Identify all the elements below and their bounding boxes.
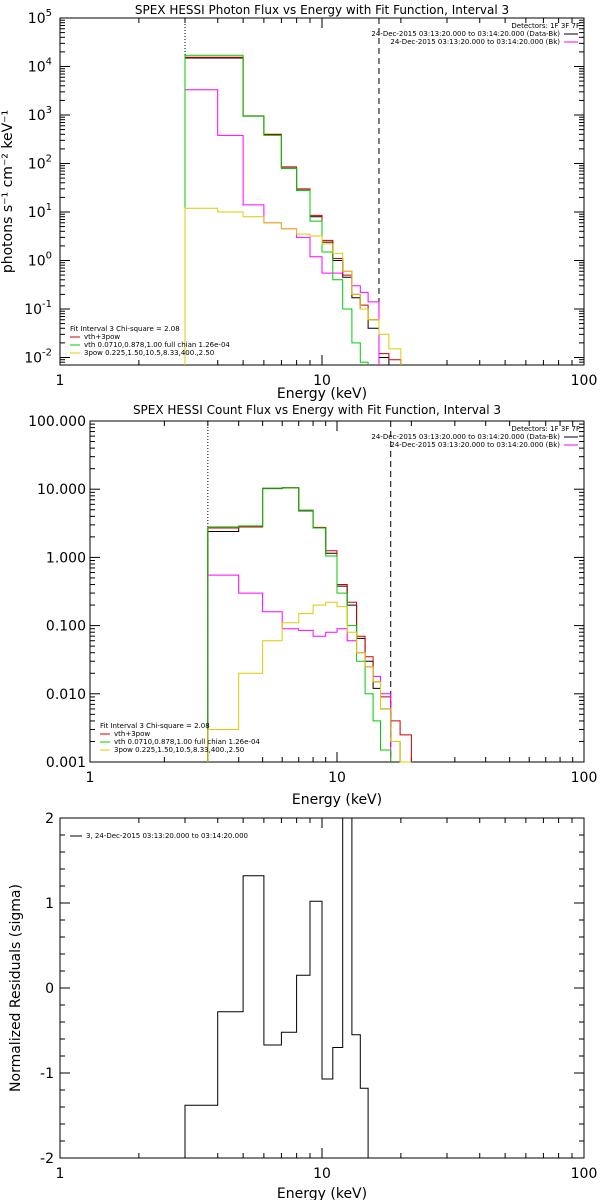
panel3-series-3 [184, 817, 369, 1158]
panel2-x-tick-label: 100 [571, 770, 598, 786]
panel2-chart-title: SPEX HESSI Count Flux vs Energy with Fit… [133, 403, 501, 417]
panel1-legend-entry: 24-Dec-2015 03:13:20.000 to 03:14:20.000… [390, 38, 560, 46]
panel3-y-axis-label: Normalized Residuals (sigma) [8, 884, 24, 1092]
panel1-legend-heading: Detectors: 1F 3F 7F [511, 22, 580, 30]
panel2-legend-entry: 24-Dec-2015 03:13:20.000 to 03:14:20.000… [371, 433, 560, 441]
panel1-fit-legend-entry: vth 0.0710,0.878,1.00 full chian 1.26e-0… [84, 341, 230, 349]
panel1-series-data-bk [184, 57, 390, 365]
panel1-series-vth [184, 54, 369, 365]
panel2-fit-legend-entry: vth 0.0710,0.878,1.00 full chian 1.26e-0… [114, 738, 260, 746]
panel3-y-tick-label: -2 [40, 1151, 54, 1167]
panel1-y-tick-label: 102 [28, 153, 52, 172]
panel1-y-tick-label: 105 [28, 8, 52, 27]
panel2-fit-legend-entry: vth+3pow [114, 730, 150, 738]
panel3-y-tick-label: 1 [45, 896, 54, 912]
panel3-y-tick-label: 0 [45, 981, 54, 997]
panel1-series-bk [184, 89, 380, 365]
panel2-y-tick-label: 0.010 [46, 687, 86, 703]
panel1-fit-legend-heading: Fit Interval 3 Chi-square = 2.08 [70, 325, 180, 333]
panel3-x-tick-label: 1 [56, 1166, 65, 1182]
panel1-x-tick-label: 10 [313, 373, 331, 389]
panel3-y-tick-label: -1 [40, 1066, 54, 1082]
panel2-x-tick-label: 10 [328, 770, 346, 786]
panel1-plot-frame [59, 17, 585, 366]
panel1-fit-legend-entry: 3pow 0.225,1.50,10.5,8.33,400.,2.50 [84, 349, 214, 357]
panel3-x-tick-label: 100 [571, 1166, 598, 1182]
panel1-chart-title: SPEX HESSI Photon Flux vs Energy with Fi… [135, 3, 509, 17]
panel2-series-vth [207, 487, 392, 762]
panel1-x-axis-label: Energy (keV) [277, 386, 367, 402]
panel2-legend-heading: Detectors: 1F 3F 7F [511, 425, 580, 433]
panel2-y-tick-label: 10.000 [37, 482, 86, 498]
panel1-series-3pow [184, 207, 402, 365]
panel2-series-bk [207, 574, 392, 762]
panel2-fit-legend-entry: 3pow 0.225,1.50,10.5,8.33,400.,2.50 [114, 746, 244, 754]
panel2-y-tick-label: 0.001 [46, 755, 86, 771]
panel1-y-tick-label: 100 [28, 250, 52, 269]
panel1-fit-legend-entry: vth+3pow [84, 333, 120, 341]
panel1-y-tick-label: 10-2 [24, 347, 52, 366]
panel1-legend-entry: 24-Dec-2015 03:13:20.000 to 03:14:20.000… [371, 30, 560, 38]
panel2-legend-entry: 24-Dec-2015 03:13:20.000 to 03:14:20.000… [390, 441, 560, 449]
panel3-x-tick-label: 10 [313, 1166, 331, 1182]
panel2-y-tick-label: 0.100 [46, 619, 86, 635]
panel2-x-tick-label: 1 [86, 770, 95, 786]
panel1-y-tick-label: 10-1 [24, 299, 52, 318]
panel2-fit-legend-heading: Fit Interval 3 Chi-square = 2.08 [100, 722, 210, 730]
panel3-residual-legend-entry: 3, 24-Dec-2015 03:13:20.000 to 03:14:20.… [86, 832, 248, 840]
panel2-series-data-bk [207, 487, 401, 762]
panel1-x-tick-label: 100 [571, 373, 598, 389]
panel1-x-tick-label: 1 [56, 373, 65, 389]
panel1-y-axis-label: photons s⁻¹ cm⁻² keV⁻¹ [0, 110, 16, 273]
panel1-y-tick-label: 101 [28, 202, 52, 221]
panel3-y-tick-label: 2 [45, 811, 54, 827]
panel2-y-tick-label: 1.000 [46, 550, 86, 566]
panel2-series-3pow [207, 601, 412, 763]
panel2-x-axis-label: Energy (keV) [292, 792, 382, 808]
panel1-y-tick-label: 104 [28, 56, 52, 75]
panel2-y-tick-label: 100.000 [28, 414, 86, 430]
panel3-x-axis-label: Energy (keV) [277, 1186, 367, 1200]
panel1-y-tick-label: 103 [28, 105, 52, 124]
